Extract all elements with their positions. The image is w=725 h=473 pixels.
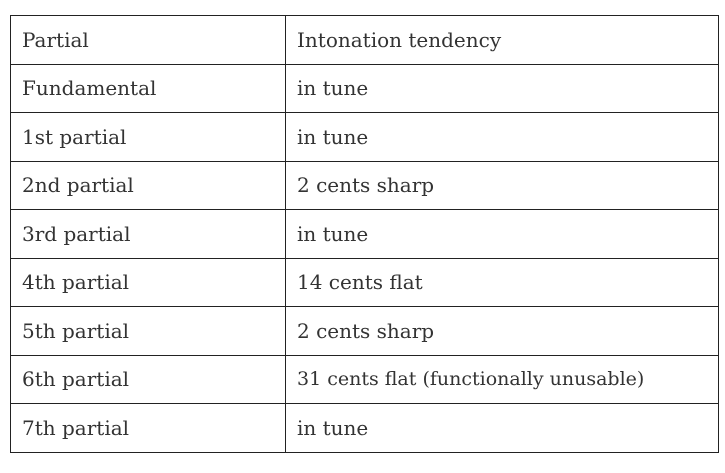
table-row: 4th partial 14 cents flat (10, 257, 719, 307)
cell-intonation: 2 cents sharp (285, 160, 719, 210)
cell-partial: 6th partial (10, 354, 286, 404)
cell-partial: Fundamental (10, 63, 286, 113)
cell-partial: 3rd partial (10, 209, 286, 259)
cell-intonation: 14 cents flat (285, 257, 719, 307)
cell-partial: 2nd partial (10, 160, 286, 210)
intonation-table: Partial Intonation tendency Fundamental … (10, 15, 719, 453)
table-row: 1st partial in tune (10, 112, 719, 162)
table-row: 2nd partial 2 cents sharp (10, 160, 719, 210)
table-row: 3rd partial in tune (10, 209, 719, 259)
header-intonation-tendency: Intonation tendency (285, 15, 719, 65)
cell-partial: 4th partial (10, 257, 286, 307)
cell-intonation: 2 cents sharp (285, 306, 719, 356)
cell-intonation: in tune (285, 209, 719, 259)
table-row: 7th partial in tune (10, 403, 719, 453)
cell-intonation: in tune (285, 63, 719, 113)
table-row: 5th partial 2 cents sharp (10, 306, 719, 356)
cell-partial: 1st partial (10, 112, 286, 162)
header-partial: Partial (10, 15, 286, 65)
table-header-row: Partial Intonation tendency (10, 15, 719, 65)
table-row: 6th partial 31 cents flat (functionally … (10, 354, 719, 404)
cell-partial: 7th partial (10, 403, 286, 453)
table-row: Fundamental in tune (10, 63, 719, 113)
table-container: Partial Intonation tendency Fundamental … (10, 15, 719, 453)
cell-intonation: 31 cents flat (functionally unusable) (285, 354, 719, 404)
cell-intonation: in tune (285, 403, 719, 453)
cell-partial: 5th partial (10, 306, 286, 356)
cell-intonation: in tune (285, 112, 719, 162)
